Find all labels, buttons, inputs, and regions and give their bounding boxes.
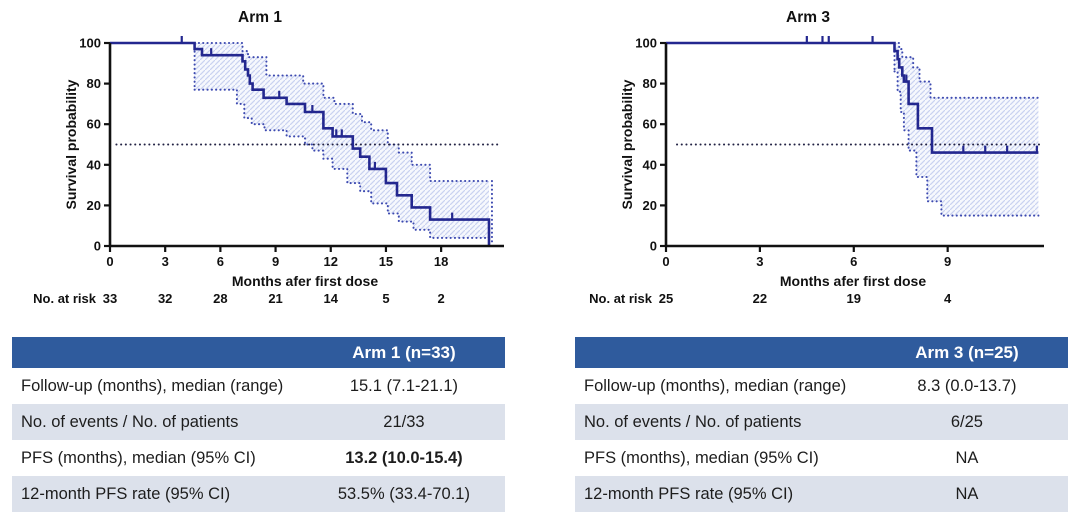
header-spacer xyxy=(575,337,866,368)
summary-table-arm3: Arm 3 (n=25) Follow-up (months), median (… xyxy=(575,337,1068,512)
x-tick-label: 12 xyxy=(324,254,338,269)
at-risk-count: 22 xyxy=(753,291,767,306)
table-row: No. of events / No. of patients 21/33 xyxy=(12,404,505,440)
table-row: No. of events / No. of patients 6/25 xyxy=(575,404,1068,440)
x-tick-label: 18 xyxy=(434,254,448,269)
charts-row: 0 3 6 9 12 15 18 0 20 40 60 80 100 Arm 1 Months afer f… xyxy=(33,9,1044,306)
at-risk-count: 14 xyxy=(324,291,339,306)
x-tick-label: 6 xyxy=(850,254,857,269)
at-risk-count: 19 xyxy=(847,291,861,306)
y-tick-label: 40 xyxy=(87,157,101,172)
km-chart-arm1: 0 3 6 9 12 15 18 0 20 40 60 80 100 Arm 1 Months afer f… xyxy=(33,9,504,306)
at-risk-count: 2 xyxy=(438,291,445,306)
y-tick-label: 60 xyxy=(643,117,657,132)
ci-lower-bound xyxy=(893,70,1040,217)
km-curve xyxy=(666,41,1039,154)
ci-upper-bound xyxy=(893,41,1040,99)
row-label: PFS (months), median (95% CI) xyxy=(21,448,256,467)
y-tick-label: 80 xyxy=(643,76,657,91)
arm-header-label: Arm 3 (n=25) xyxy=(915,342,1019,362)
y-axis-label: Survival probability xyxy=(619,79,635,209)
row-label: Follow-up (months), median (range) xyxy=(584,376,847,395)
header-spacer xyxy=(12,337,303,368)
row-label: 12-month PFS rate (95% CI) xyxy=(584,484,794,503)
chart-title: Arm 3 xyxy=(786,9,830,26)
row-value: 6/25 xyxy=(950,412,983,431)
x-tick-label: 3 xyxy=(756,254,763,269)
y-axis-label: Survival probability xyxy=(63,79,79,209)
chart-title: Arm 1 xyxy=(238,9,282,26)
km-chart-arm3: 0 3 6 9 0 20 40 60 80 100 Arm 3 Months afer first d… xyxy=(589,9,1044,306)
x-tick-label: 9 xyxy=(272,254,279,269)
row-value: 8.3 (0.0-13.7) xyxy=(917,376,1017,395)
row-value: NA xyxy=(955,448,979,467)
at-risk-count: 4 xyxy=(944,291,952,306)
pfs-summary-table: Arm 3 (n=25) Follow-up (months), median (… xyxy=(575,337,1068,512)
y-tick-label: 20 xyxy=(87,198,101,213)
y-tick-label: 20 xyxy=(643,198,657,213)
y-tick-label: 100 xyxy=(79,36,101,51)
row-label: PFS (months), median (95% CI) xyxy=(584,448,819,467)
x-tick-label: 9 xyxy=(944,254,951,269)
table-header-row: Arm 3 (n=25) xyxy=(575,337,1068,368)
table-row: PFS (months), median (95% CI) NA xyxy=(575,440,1068,476)
confidence-band xyxy=(194,43,489,238)
ci-upper-bound xyxy=(193,41,491,183)
y-tick-label: 40 xyxy=(643,157,657,172)
table-row: Follow-up (months), median (range) 15.1 (… xyxy=(12,368,505,404)
table-row: 12-month PFS rate (95% CI) NA xyxy=(575,476,1068,512)
tables-row: Arm 1 (n=33) Follow-up (months), median (… xyxy=(0,337,1080,512)
y-tick-label: 80 xyxy=(87,76,101,91)
table-row: PFS (months), median (95% CI) 13.2 (10.0-… xyxy=(12,440,505,476)
ci-lower-bound xyxy=(193,88,491,239)
y-tick-label: 0 xyxy=(650,239,657,254)
arm-header-label: Arm 1 (n=33) xyxy=(352,342,456,362)
table-header-row: Arm 1 (n=33) xyxy=(12,337,505,368)
row-value: 53.5% (33.4-70.1) xyxy=(337,484,470,503)
at-risk-count: 5 xyxy=(382,291,389,306)
at-risk-count: 33 xyxy=(103,291,117,306)
at-risk-label: No. at risk xyxy=(33,291,97,306)
row-value: 15.1 (7.1-21.1) xyxy=(349,376,459,395)
x-tick-label: 0 xyxy=(106,254,113,269)
table-row: 12-month PFS rate (95% CI) 53.5% (33.4-70… xyxy=(12,476,505,512)
x-tick-label: 0 xyxy=(662,254,669,269)
y-tick-label: 0 xyxy=(94,239,101,254)
row-value: NA xyxy=(955,484,979,503)
row-label: No. of events / No. of patients xyxy=(584,412,802,431)
pfs-summary-table: Arm 1 (n=33) Follow-up (months), median (… xyxy=(12,337,505,512)
row-value: 21/33 xyxy=(383,412,425,431)
y-tick-label: 100 xyxy=(635,36,657,51)
x-tick-label: 6 xyxy=(217,254,224,269)
at-risk-count: 25 xyxy=(659,291,673,306)
x-tick-label: 3 xyxy=(162,254,169,269)
km-curve xyxy=(110,41,491,246)
at-risk-count: 28 xyxy=(213,291,227,306)
x-axis-label: Months afer first dose xyxy=(232,273,378,289)
at-risk-count: 32 xyxy=(158,291,172,306)
row-value: 13.2 (10.0-15.4) xyxy=(345,448,463,467)
at-risk-count: 21 xyxy=(268,291,282,306)
summary-table-arm1: Arm 1 (n=33) Follow-up (months), median (… xyxy=(12,337,505,512)
confidence-band xyxy=(894,43,1039,216)
at-risk-label: No. at risk xyxy=(589,291,653,306)
x-axis-label: Months afer first dose xyxy=(780,273,926,289)
row-label: Follow-up (months), median (range) xyxy=(21,376,284,395)
y-tick-label: 60 xyxy=(87,117,101,132)
table-row: Follow-up (months), median (range) 8.3 (0… xyxy=(575,368,1068,404)
x-tick-label: 15 xyxy=(379,254,393,269)
row-label: No. of events / No. of patients xyxy=(21,412,239,431)
row-label: 12-month PFS rate (95% CI) xyxy=(21,484,231,503)
